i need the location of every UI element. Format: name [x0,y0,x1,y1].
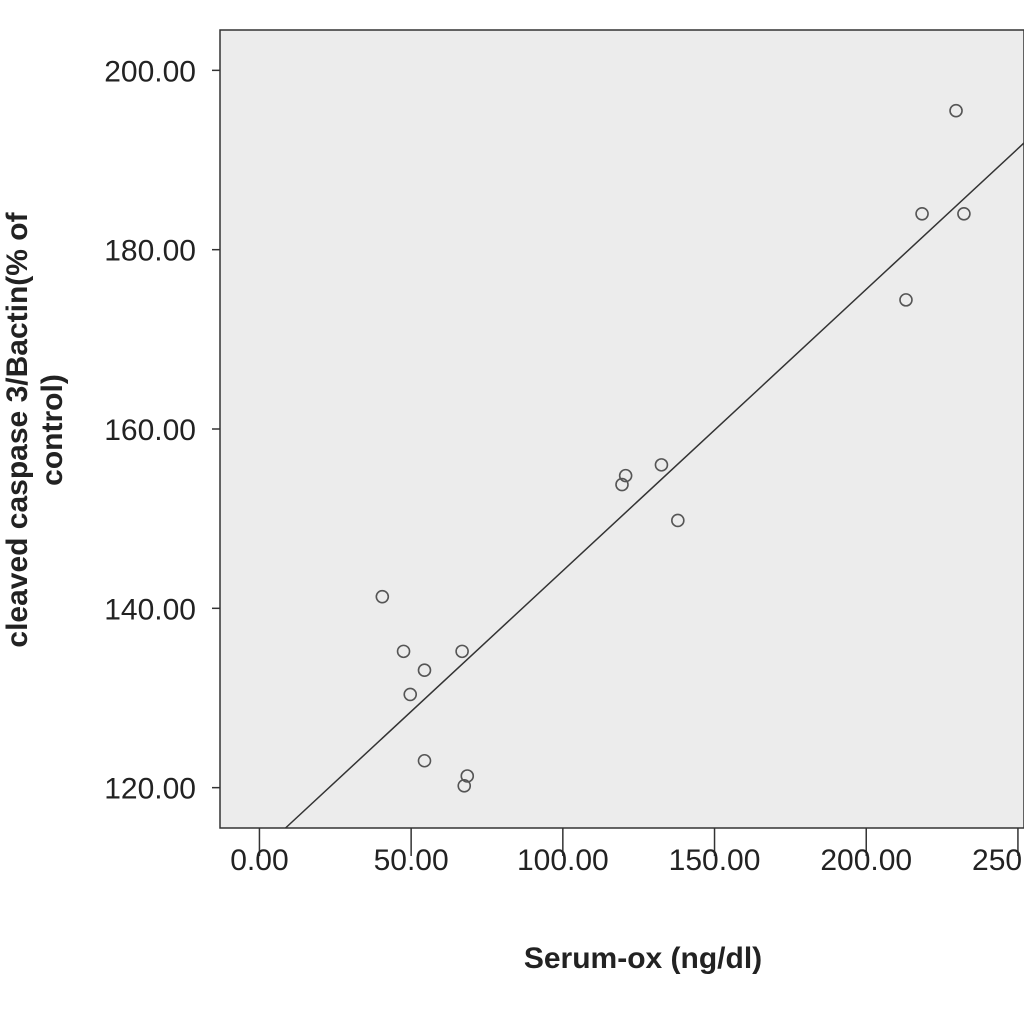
y-tick-label: 120.00 [104,773,196,806]
plot-area [219,29,1024,829]
x-tick-label: 200.00 [820,844,912,877]
data-point [403,687,418,702]
x-tick-label: 50.00 [374,844,449,877]
data-point [417,663,432,677]
y-axis: 120.00 140.00 160.00 180.00 200.00 [104,55,220,806]
fit-line-group [285,142,1024,829]
data-point [455,644,469,659]
data-point [957,207,971,221]
data-points [375,103,971,793]
data-point [949,103,963,118]
data-point [915,207,929,221]
data-point [375,589,390,604]
data-point [417,753,432,768]
data-point [618,468,633,483]
y-tick-label: 200.00 [104,55,196,88]
data-point [457,779,472,793]
y-axis-title-line1: cleaved caspase 3/Bactin(% of [1,211,34,647]
y-tick-label: 160.00 [104,414,196,447]
data-point [460,769,475,783]
data-point [899,293,913,307]
x-axis: 0.00 50.00 100.00 150.00 200.00 250.00 [230,828,1024,877]
data-point [396,644,411,659]
regression-line [285,142,1024,829]
x-tick-label: 150.00 [669,844,761,877]
x-tick-label: 100.00 [517,844,609,877]
x-axis-title: Serum-ox (ng/dl) [524,942,762,975]
data-point [671,513,685,528]
y-axis-title: cleaved caspase 3/Bactin(% of control) [1,211,69,647]
x-tick-label: 250.00 [972,844,1024,877]
x-tick-label: 0.00 [230,844,288,877]
data-point [615,477,629,492]
y-tick-label: 180.00 [104,235,196,268]
data-point [654,458,669,472]
y-tick-label: 140.00 [104,593,196,626]
y-axis-title-line2: control) [36,374,69,486]
